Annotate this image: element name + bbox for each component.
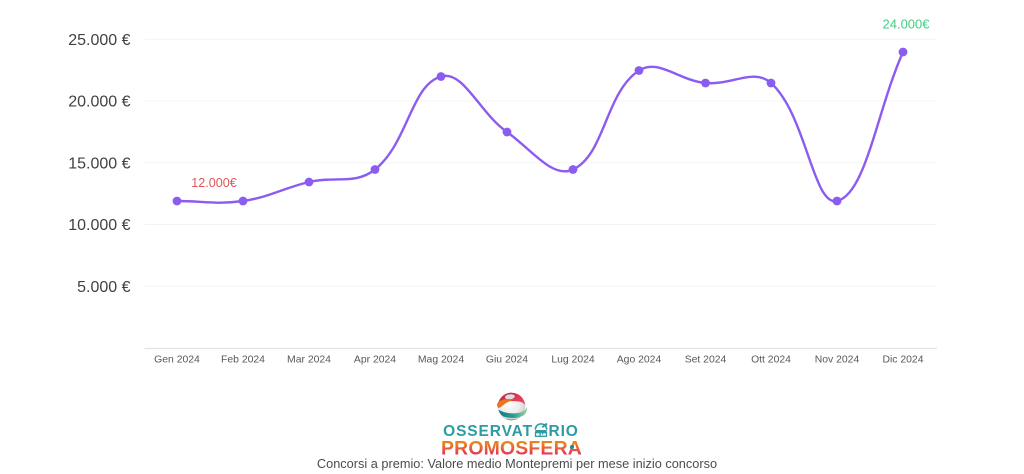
svg-text:Mar 2024: Mar 2024 <box>287 355 331 366</box>
svg-text:Ago 2024: Ago 2024 <box>617 355 662 366</box>
svg-text:24.000€: 24.000€ <box>883 17 931 32</box>
svg-text:10.000 €: 10.000 € <box>68 217 130 234</box>
svg-text:PROMOSFERA: PROMOSFERA <box>441 438 582 460</box>
svg-text:Lug 2024: Lug 2024 <box>551 355 595 366</box>
svg-text:20.000 €: 20.000 € <box>68 94 130 111</box>
svg-text:Nov 2024: Nov 2024 <box>815 355 860 366</box>
svg-text:Gen 2024: Gen 2024 <box>154 355 200 366</box>
svg-text:Giu 2024: Giu 2024 <box>486 355 528 366</box>
svg-text:OSSERVAT: OSSERVAT <box>443 423 533 440</box>
svg-text:Ott 2024: Ott 2024 <box>751 355 791 366</box>
svg-text:Set 2024: Set 2024 <box>685 355 727 366</box>
svg-text:25.000 €: 25.000 € <box>68 32 130 49</box>
svg-text:Dic 2024: Dic 2024 <box>882 355 923 366</box>
svg-text:15.000 €: 15.000 € <box>68 155 130 172</box>
svg-text:12.000€: 12.000€ <box>191 176 237 190</box>
svg-text:Apr 2024: Apr 2024 <box>354 355 396 366</box>
svg-text:RIO: RIO <box>549 423 579 440</box>
svg-text:5.000 €: 5.000 € <box>77 279 130 296</box>
svg-text:Mag 2024: Mag 2024 <box>418 355 464 366</box>
svg-text:Feb 2024: Feb 2024 <box>221 355 265 366</box>
